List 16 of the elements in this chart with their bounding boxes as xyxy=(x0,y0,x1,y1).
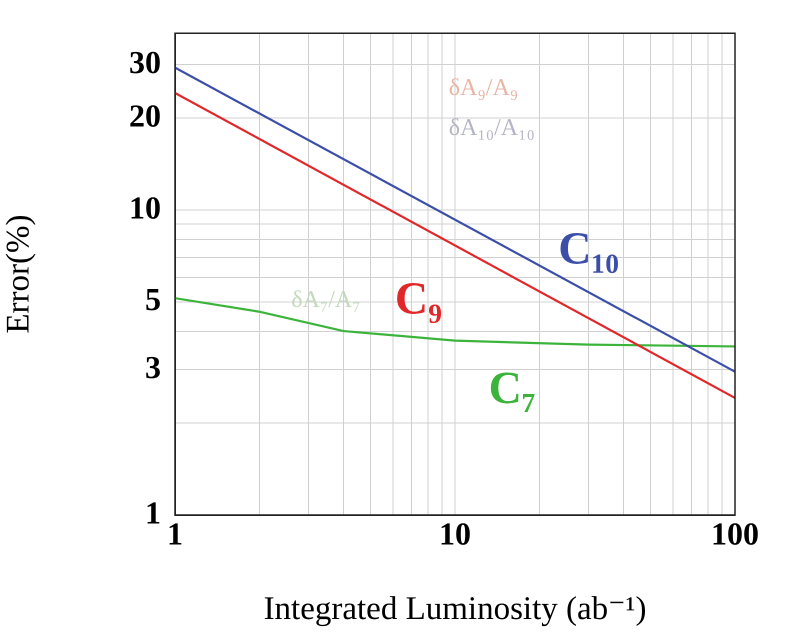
x-tick-label: 10 xyxy=(439,515,471,552)
annotation: δA₉/A₉ xyxy=(448,74,518,101)
series-label: C₁₀ xyxy=(558,222,619,274)
y-tick-label: 5 xyxy=(145,281,161,318)
y-axis-title: Error(%) xyxy=(0,214,36,334)
y-tick-label: 3 xyxy=(145,348,161,385)
x-tick-label: 1 xyxy=(167,515,183,552)
series-label: C₉ xyxy=(394,272,442,324)
y-tick-label: 10 xyxy=(129,189,161,226)
y-tick-label: 20 xyxy=(129,97,161,134)
annotation: δA₁₀/A₁₀ xyxy=(448,114,535,141)
x-tick-label: 100 xyxy=(711,515,759,552)
x-axis-title: Integrated Luminosity (ab⁻¹) xyxy=(264,590,646,627)
y-tick-label: 30 xyxy=(129,44,161,80)
annotation: δA₇/A₇ xyxy=(291,286,361,313)
series-label: C₇ xyxy=(488,362,536,413)
